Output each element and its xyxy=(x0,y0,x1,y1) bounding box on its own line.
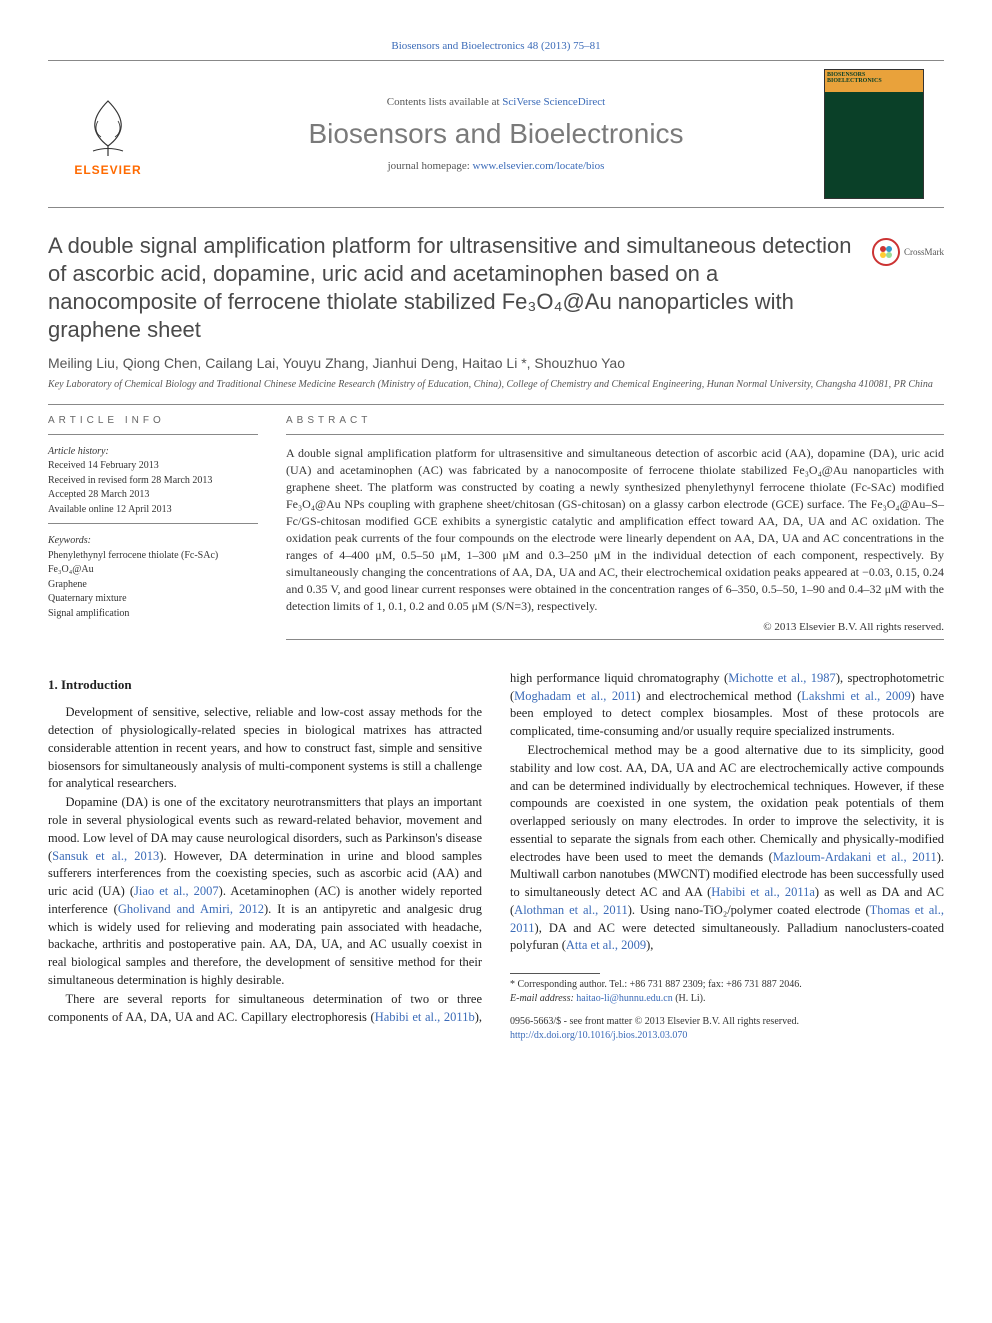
affiliation: Key Laboratory of Chemical Biology and T… xyxy=(48,379,944,390)
paragraph: Dopamine (DA) is one of the excitatory n… xyxy=(48,794,482,989)
abstract-copyright: © 2013 Elsevier B.V. All rights reserved… xyxy=(286,621,944,633)
received-date: Received 14 February 2013 xyxy=(48,460,159,471)
citation-link[interactable]: Jiao et al., 2007 xyxy=(134,884,219,898)
citation-link[interactable]: Sansuk et al., 2013 xyxy=(52,849,159,863)
online-date: Available online 12 April 2013 xyxy=(48,504,172,515)
issn-block: 0956-5663/$ - see front matter © 2013 El… xyxy=(510,1015,944,1042)
abstract-column: ABSTRACT A double signal amplification p… xyxy=(286,415,944,650)
footnote-divider xyxy=(510,973,600,974)
issn-line: 0956-5663/$ - see front matter © 2013 El… xyxy=(510,1015,944,1029)
sciencedirect-link[interactable]: SciVerse ScienceDirect xyxy=(502,96,605,108)
citation-link[interactable]: Habibi et al., 2011b xyxy=(375,1010,475,1024)
contents-line: Contents lists available at SciVerse Sci… xyxy=(168,96,824,108)
email-suffix: (H. Li). xyxy=(673,993,706,1004)
elsevier-tree-icon xyxy=(73,91,143,161)
article-info-heading: ARTICLE INFO xyxy=(48,415,258,426)
keyword: Graphene xyxy=(48,579,87,590)
divider xyxy=(286,434,944,435)
citation-link[interactable]: Lakshmi et al., 2009 xyxy=(801,689,910,703)
homepage-link[interactable]: www.elsevier.com/locate/bios xyxy=(473,160,605,172)
email-link[interactable]: haitao-li@hunnu.edu.cn xyxy=(576,993,672,1004)
email-label: E-mail address: xyxy=(510,993,574,1004)
section-heading: 1. Introduction xyxy=(48,676,482,694)
homepage-prefix: journal homepage: xyxy=(388,160,473,172)
divider xyxy=(286,639,944,640)
publisher-logo: ELSEVIER xyxy=(48,91,168,177)
paper-title: A double signal amplification platform f… xyxy=(48,232,860,345)
revised-date: Received in revised form 28 March 2013 xyxy=(48,475,212,486)
article-info-column: ARTICLE INFO Article history: Received 1… xyxy=(48,415,258,650)
keywords-block: Keywords: Phenylethynyl ferrocene thiola… xyxy=(48,534,258,621)
history-label: Article history: xyxy=(48,446,109,457)
paragraph: Electrochemical method may be a good alt… xyxy=(510,742,944,955)
article-history: Article history: Received 14 February 20… xyxy=(48,445,258,518)
doi-link[interactable]: http://dx.doi.org/10.1016/j.bios.2013.03… xyxy=(510,1030,687,1041)
crossmark-label: CrossMark xyxy=(904,247,944,257)
citation-link[interactable]: Atta et al., 2009 xyxy=(566,938,646,952)
divider xyxy=(48,523,258,524)
cover-thumb-title: BIOSENSORS BIOELECTRONICS xyxy=(825,70,923,92)
keywords-label: Keywords: xyxy=(48,534,258,549)
journal-name: Biosensors and Bioelectronics xyxy=(168,118,824,150)
corr-author-label: * Corresponding author. Tel.: +86 731 88… xyxy=(510,978,944,992)
citation-link[interactable]: Habibi et al., 2011a xyxy=(711,885,815,899)
corresponding-author-note: * Corresponding author. Tel.: +86 731 88… xyxy=(510,978,944,1005)
keyword: Fe₃O₄@Au xyxy=(48,564,94,575)
authors: Meiling Liu, Qiong Chen, Cailang Lai, Yo… xyxy=(48,355,944,371)
citation-link[interactable]: Moghadam et al., 2011 xyxy=(514,689,636,703)
paragraph: Development of sensitive, selective, rel… xyxy=(48,704,482,793)
journal-citation: Biosensors and Bioelectronics 48 (2013) … xyxy=(48,40,944,52)
banner-center: Contents lists available at SciVerse Sci… xyxy=(168,96,824,172)
abstract-heading: ABSTRACT xyxy=(286,415,944,426)
journal-banner: ELSEVIER Contents lists available at Sci… xyxy=(48,60,944,208)
contents-prefix: Contents lists available at xyxy=(387,96,502,108)
divider xyxy=(48,404,944,405)
citation-link[interactable]: Michotte et al., 1987 xyxy=(728,671,836,685)
publisher-name: ELSEVIER xyxy=(74,163,141,177)
abstract-text: A double signal amplification platform f… xyxy=(286,445,944,615)
crossmark-badge[interactable]: CrossMark xyxy=(872,238,944,266)
keyword: Phenylethynyl ferrocene thiolate (Fc-SAc… xyxy=(48,550,218,561)
accepted-date: Accepted 28 March 2013 xyxy=(48,489,149,500)
crossmark-icon xyxy=(872,238,900,266)
keyword: Signal amplification xyxy=(48,608,129,619)
divider xyxy=(48,434,258,435)
journal-cover-thumb: BIOSENSORS BIOELECTRONICS xyxy=(824,69,924,199)
keyword: Quaternary mixture xyxy=(48,593,127,604)
homepage-line: journal homepage: www.elsevier.com/locat… xyxy=(168,160,824,172)
citation-link[interactable]: Mazloum-Ardakani et al., 2011 xyxy=(773,850,937,864)
citation-link[interactable]: Gholivand and Amiri, 2012 xyxy=(118,902,264,916)
citation-link[interactable]: Alothman et al., 2011 xyxy=(514,903,628,917)
citation-link[interactable]: Biosensors and Bioelectronics 48 (2013) … xyxy=(391,40,600,52)
body-columns: 1. Introduction Development of sensitive… xyxy=(48,670,944,1042)
